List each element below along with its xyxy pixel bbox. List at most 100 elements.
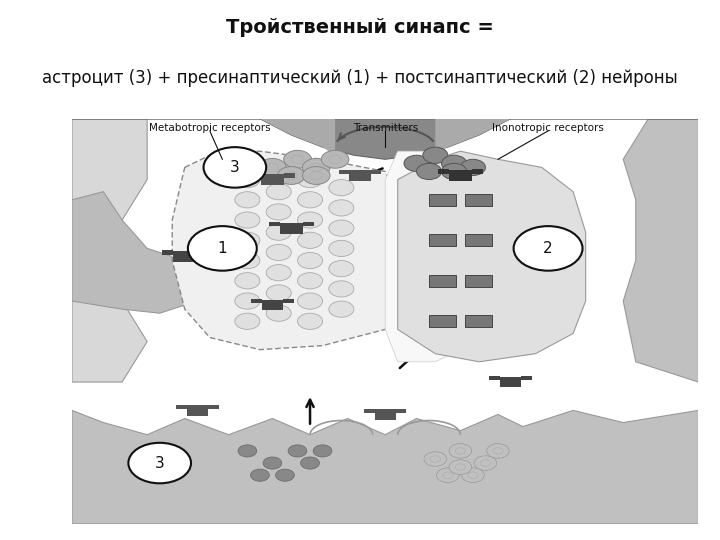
Text: Тройственный синапс =: Тройственный синапс =: [226, 18, 494, 37]
Circle shape: [266, 285, 291, 301]
Circle shape: [266, 265, 291, 281]
Circle shape: [329, 179, 354, 196]
Circle shape: [204, 147, 266, 188]
Text: Inonotropic receptors: Inonotropic receptors: [492, 123, 604, 133]
Text: 2: 2: [544, 241, 553, 256]
Bar: [465, 315, 492, 327]
Circle shape: [449, 460, 472, 475]
Polygon shape: [436, 119, 510, 156]
Circle shape: [321, 150, 349, 168]
Circle shape: [258, 159, 287, 177]
Bar: [449, 170, 472, 181]
Circle shape: [329, 240, 354, 256]
Circle shape: [474, 456, 497, 470]
Circle shape: [235, 232, 260, 248]
Circle shape: [313, 445, 332, 457]
Circle shape: [487, 444, 509, 458]
Circle shape: [462, 468, 484, 483]
Polygon shape: [172, 151, 397, 350]
Bar: [489, 376, 500, 380]
Circle shape: [404, 156, 429, 172]
Bar: [429, 315, 456, 327]
Circle shape: [251, 469, 269, 481]
Circle shape: [128, 443, 191, 483]
Bar: [302, 222, 314, 226]
Circle shape: [235, 192, 260, 208]
Circle shape: [238, 445, 257, 457]
Bar: [176, 404, 186, 409]
Circle shape: [329, 301, 354, 318]
Text: 3: 3: [230, 160, 240, 175]
Circle shape: [329, 281, 354, 297]
Bar: [500, 377, 521, 387]
Circle shape: [276, 469, 294, 481]
Bar: [429, 275, 456, 287]
Circle shape: [329, 220, 354, 237]
Circle shape: [302, 159, 330, 177]
Circle shape: [266, 204, 291, 220]
Bar: [262, 300, 283, 310]
Bar: [162, 251, 174, 255]
Bar: [521, 376, 532, 380]
Circle shape: [266, 305, 291, 321]
Bar: [349, 170, 371, 181]
Polygon shape: [72, 119, 698, 159]
Circle shape: [297, 172, 323, 188]
Circle shape: [266, 184, 291, 200]
Circle shape: [277, 166, 305, 185]
Bar: [374, 409, 396, 420]
Circle shape: [297, 252, 323, 269]
Bar: [283, 299, 294, 303]
Bar: [438, 170, 449, 174]
Bar: [429, 194, 456, 206]
Bar: [186, 405, 208, 416]
Circle shape: [301, 457, 320, 469]
Bar: [250, 173, 261, 178]
Polygon shape: [385, 151, 473, 362]
Circle shape: [441, 156, 467, 172]
Polygon shape: [397, 151, 585, 362]
Bar: [364, 409, 374, 413]
Circle shape: [441, 163, 467, 180]
Polygon shape: [467, 216, 541, 289]
Bar: [339, 170, 349, 174]
Bar: [208, 404, 219, 409]
Circle shape: [297, 273, 323, 289]
Bar: [429, 234, 456, 246]
Circle shape: [235, 273, 260, 289]
Circle shape: [235, 252, 260, 269]
Circle shape: [297, 293, 323, 309]
Bar: [371, 170, 382, 174]
Bar: [472, 170, 483, 174]
Bar: [284, 173, 295, 178]
Circle shape: [449, 444, 472, 458]
Circle shape: [235, 313, 260, 329]
Circle shape: [284, 150, 311, 168]
Text: астроцит (3) + пресинаптический (1) + постсинаптический (2) нейроны: астроцит (3) + пресинаптический (1) + по…: [42, 69, 678, 87]
Text: 3: 3: [155, 456, 165, 470]
Bar: [465, 234, 492, 246]
Circle shape: [266, 224, 291, 240]
Circle shape: [266, 163, 291, 180]
Polygon shape: [624, 119, 698, 382]
Bar: [261, 174, 284, 185]
Circle shape: [423, 147, 448, 163]
Polygon shape: [72, 410, 698, 524]
Bar: [196, 251, 207, 255]
Circle shape: [235, 293, 260, 309]
Polygon shape: [260, 119, 335, 156]
Circle shape: [297, 212, 323, 228]
Circle shape: [436, 468, 459, 483]
Circle shape: [297, 313, 323, 329]
Text: 1: 1: [217, 241, 227, 256]
Circle shape: [266, 244, 291, 261]
Circle shape: [329, 261, 354, 277]
Bar: [465, 194, 492, 206]
Circle shape: [416, 163, 441, 180]
Circle shape: [297, 192, 323, 208]
Circle shape: [513, 226, 582, 271]
Text: Transmitters: Transmitters: [353, 123, 418, 133]
Bar: [269, 222, 280, 226]
Text: Metabotropic receptors: Metabotropic receptors: [149, 123, 271, 133]
Circle shape: [263, 457, 282, 469]
